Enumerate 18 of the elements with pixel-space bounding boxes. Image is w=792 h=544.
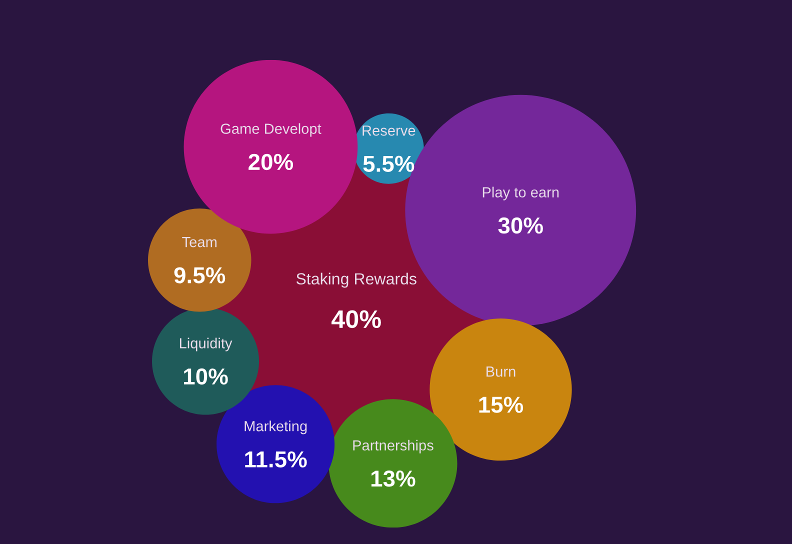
category-label: Staking Rewards — [296, 272, 416, 288]
category-label: Team — [182, 237, 216, 248]
category-label: Marketing — [244, 420, 307, 434]
category-label: Partnerships — [353, 440, 434, 454]
data-label: 9.5% — [174, 267, 226, 284]
data-label: 11.5% — [245, 451, 307, 468]
category-label: Play to earn — [482, 186, 559, 200]
data-label: 20% — [248, 154, 294, 170]
category-label: Reserve — [362, 126, 416, 136]
data-label: 30% — [498, 217, 543, 234]
category-label: Liquidity — [180, 338, 232, 352]
data-label: 13% — [371, 470, 416, 487]
data-label: 5.5% — [363, 156, 414, 172]
category-label: Game Developt — [220, 123, 322, 137]
data-label: 10% — [184, 368, 228, 385]
data-label: 15% — [479, 396, 524, 413]
category-label: Burn — [486, 366, 516, 377]
data-label: 40% — [332, 310, 381, 328]
